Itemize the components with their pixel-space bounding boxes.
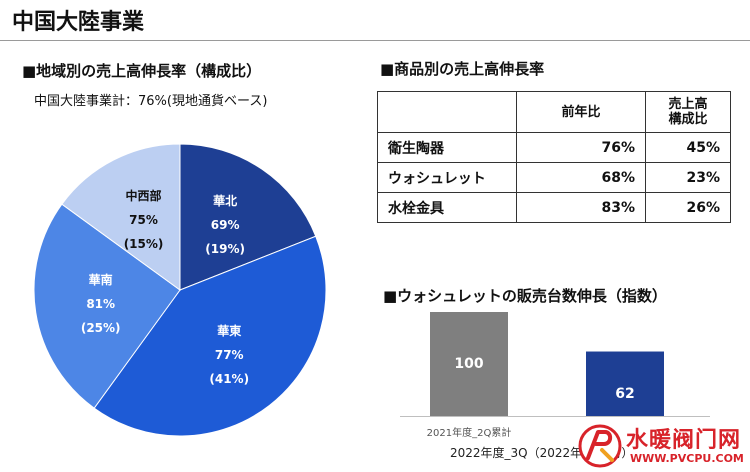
pie-slice-growth: 75% [129,213,158,227]
table-cell-share: 45% [645,132,731,163]
pie-slice [93,235,327,437]
page-title: 中国大陸事業 [12,10,145,35]
pie-slice [61,143,181,291]
table-row: 衛生陶器 76% 45% [377,132,731,163]
table-header-row: 前年比 売上高 構成比 [377,91,731,133]
table-cell-yoy: 76% [516,132,646,163]
pie-slice-growth: 69% [211,218,240,232]
bar-value-label: 62 [615,386,634,402]
table-section-heading: ■商品別の売上高伸長率 [380,60,545,78]
table-cell-name: 水栓金具 [377,192,517,223]
watermark-text: 水暖阀门网 [626,428,742,453]
pie-slice-label: 華南 [89,272,113,287]
watermark-url: WWW.PVCPU.COM [630,452,744,465]
table-cell-share: 26% [645,192,731,223]
pie-slice [33,203,181,409]
bar [586,351,664,416]
pie-slice-label: 華北 [213,193,237,208]
watermark-logo-icon [578,424,622,468]
pie-slice [179,143,317,291]
table-cell-name: 衛生陶器 [377,132,517,163]
table-header-product [377,91,517,133]
bar-value-label: 100 [454,356,483,372]
title-divider [0,40,750,41]
bar-section-heading: ■ウォシュレットの販売台数伸長（指数） [383,287,667,305]
watermark: 水暖阀门网 WWW.PVCPU.COM [578,420,750,472]
table-row: 水栓金具 83% 26% [377,192,731,223]
pie-section-note: 中国大陸事業計：76%(現地通貨ベース) [34,94,268,109]
pie-slice-share: (41%) [209,372,249,386]
pie-slice-growth: 77% [215,348,244,362]
bar-category-label: 2021年度_2Q累計 [427,426,512,439]
table-cell-yoy: 83% [516,192,646,223]
pie-slice-share: (25%) [81,321,121,335]
table-cell-name: ウォシュレット [377,162,517,193]
bar [430,312,508,416]
table-row: ウォシュレット 68% 23% [377,162,731,193]
pie-slice-label: 中西部 [126,188,162,203]
product-growth-table: 前年比 売上高 構成比 衛生陶器 76% 45% ウォシュレット 68% 23% … [377,91,731,223]
pie-section-heading: ■地域別の売上高伸長率（構成比） [22,62,262,80]
pie-slice-share: (15%) [124,237,164,251]
pie-slice-growth: 81% [86,297,115,311]
table-cell-yoy: 68% [516,162,646,193]
table-header-yoy: 前年比 [516,91,646,133]
region-pie-chart: 華北 69% (19%) 華東 77% (41%) 華南 81% (25%) 中西部 75% (15%… [33,143,327,437]
table-header-share: 売上高 構成比 [645,91,731,133]
pie-slice-share: (19%) [205,242,245,256]
table-cell-share: 23% [645,162,731,193]
pie-slice-label: 華東 [217,323,241,338]
